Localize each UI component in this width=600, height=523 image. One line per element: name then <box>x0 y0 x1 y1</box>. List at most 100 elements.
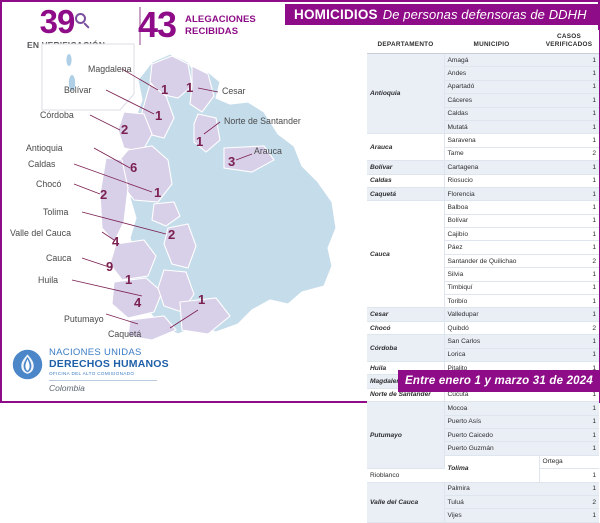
cell-casos: 1 <box>539 200 599 215</box>
table-row: Timbiquí 1 <box>367 281 599 296</box>
cell-municipio: Puerto Caicedo <box>444 428 539 443</box>
ohchr-logo: NACIONES UNIDAS DERECHOS HUMANOS OFICINA… <box>12 347 187 399</box>
cell-casos: 1 <box>539 160 599 175</box>
cell-municipio: Silvia <box>444 267 539 282</box>
period-banner: Entre enero 1 y marzo 31 de 2024 <box>398 370 600 392</box>
stat-received-label-line1: ALEGACIONES <box>185 14 256 25</box>
cell-casos: 2 <box>539 321 599 336</box>
cell-departamento: Chocó <box>367 321 445 336</box>
cell-casos: 1 <box>539 508 599 523</box>
cell-departamento: Caquetá <box>367 187 445 202</box>
cell-municipio: Valledupar <box>444 307 539 322</box>
map-count-magdalena: 1 <box>161 82 169 97</box>
cell-municipio: Santander de Quilichao <box>444 254 539 269</box>
cell-municipio: Tame <box>444 147 539 162</box>
logo-line-oficina: OFICINA DEL ALTO COMISIONADO <box>49 371 135 376</box>
cell-municipio: Balboa <box>444 200 539 215</box>
cell-casos: 1 <box>539 267 599 282</box>
cell-municipio: Cáceres <box>444 93 539 108</box>
logo-country: Colombia <box>49 383 85 393</box>
cell-municipio: Palmira <box>444 482 539 496</box>
cell-municipio: Tuluá <box>444 495 539 510</box>
cell-municipio: Andes <box>444 66 539 81</box>
cell-departamento: Arauca <box>367 133 445 162</box>
cell-departamento: Bolívar <box>367 160 445 175</box>
cell-municipio: Apartadó <box>444 80 539 95</box>
cell-municipio: Páez <box>444 240 539 255</box>
cell-casos: 1 <box>539 294 599 309</box>
colombia-map: Magdalena 1 Bolívar 1 Córdoba 2 Antioqui… <box>2 42 362 342</box>
cell-departamento: Valle del Cauca <box>367 482 445 523</box>
san-andres-inset <box>41 43 135 111</box>
map-label-norte-de-santander: Norte de Santander <box>224 116 301 126</box>
map-count-choco: 2 <box>100 187 108 202</box>
table-row: Bolívar 1 <box>367 214 599 229</box>
table-row: Mutatá 1 <box>367 120 599 135</box>
col-casos-verificados: CASOS VERIFICADOS <box>539 30 599 54</box>
logo-text-block: NACIONES UNIDAS DERECHOS HUMANOS OFICINA… <box>49 347 169 393</box>
map-highlighted-regions <box>99 55 275 341</box>
cell-municipio: Mocoa <box>444 401 539 416</box>
stat-verified-number: 39 <box>39 3 76 40</box>
cell-casos: 1 <box>539 441 599 456</box>
table-row: Apartadó 1 <box>367 80 599 95</box>
cell-departamento: Antioquia <box>367 53 445 135</box>
magnifier-icon <box>75 12 92 30</box>
map-leader-lines <box>71 68 253 329</box>
logo-divider <box>49 380 157 381</box>
col-departamento: DEPARTAMENTO <box>367 30 444 54</box>
cell-casos: 1 <box>539 120 599 135</box>
map-count-cordoba: 2 <box>121 122 129 137</box>
cell-municipio: Ortega <box>539 455 599 470</box>
table-row: Bolívar Cartagena 1 <box>367 160 599 175</box>
table-row: Páez 1 <box>367 240 599 255</box>
table-row: Caquetá Florencia 1 <box>367 187 599 202</box>
cell-municipio: Riosucio <box>444 174 539 188</box>
map-count-bolivar: 1 <box>155 108 163 123</box>
cell-casos: 1 <box>539 214 599 229</box>
cell-departamento: Cesar <box>367 307 445 322</box>
table-row: Arauca Saravena 1 <box>367 133 599 162</box>
map-count-cauca: 9 <box>106 259 114 274</box>
map-label-cordoba: Córdoba <box>40 110 74 120</box>
map-label-bolivar: Bolívar <box>64 85 92 95</box>
stat-received-label-line2: RECIBIDAS <box>185 25 239 37</box>
map-label-huila: Huila <box>38 275 59 285</box>
cell-municipio: Florencia <box>444 187 539 202</box>
map-count-caqueta: 1 <box>198 292 206 307</box>
cell-casos: 1 <box>539 482 599 496</box>
cell-municipio: Saravena <box>444 133 539 148</box>
cell-casos: 1 <box>539 174 599 188</box>
cell-casos: 1 <box>539 334 599 349</box>
table-row: Silvia 1 <box>367 267 599 282</box>
map-count-caldas: 1 <box>154 185 162 200</box>
cell-municipio: Mutatá <box>444 120 539 135</box>
table-row: Cauca Balboa 1 <box>367 200 599 309</box>
table-row: Cajibío 1 <box>367 227 599 242</box>
cell-casos: 1 <box>539 107 599 121</box>
table-row: Caldas Riosucio 1 <box>367 174 599 188</box>
cell-municipio: Amagá <box>444 53 539 68</box>
table-row: Andes 1 <box>367 66 599 81</box>
stat-received: 43 ALEGACIONES RECIBIDAS <box>130 2 328 45</box>
cell-casos: 1 <box>539 66 599 81</box>
map-label-valle-del-cauca: Valle del Cauca <box>10 228 71 238</box>
cell-casos: 1 <box>539 187 599 202</box>
cell-casos: 2 <box>539 254 599 269</box>
cell-casos: 1 <box>539 415 599 429</box>
cell-casos: 2 <box>539 147 599 162</box>
table-row: Córdoba San Carlos 1 <box>367 334 599 362</box>
cell-municipio: Cajibío <box>444 227 539 242</box>
table-row: Toribío 1 <box>367 294 599 309</box>
col-municipio: MUNICIPIO <box>444 30 539 54</box>
cell-municipio: San Carlos <box>444 334 539 349</box>
cases-table-wrapper: DEPARTAMENTO MUNICIPIO CASOS VERIFICADOS… <box>367 30 599 523</box>
map-label-cesar: Cesar <box>222 86 246 96</box>
cell-casos: 1 <box>539 307 599 322</box>
cell-casos: 1 <box>539 240 599 255</box>
col-casos-line2: VERIFICADOS <box>545 41 593 48</box>
cell-municipio: Bolívar <box>444 214 539 229</box>
cell-municipio: Puerto Asís <box>444 415 539 429</box>
stat-received-number: 43 <box>138 4 177 45</box>
